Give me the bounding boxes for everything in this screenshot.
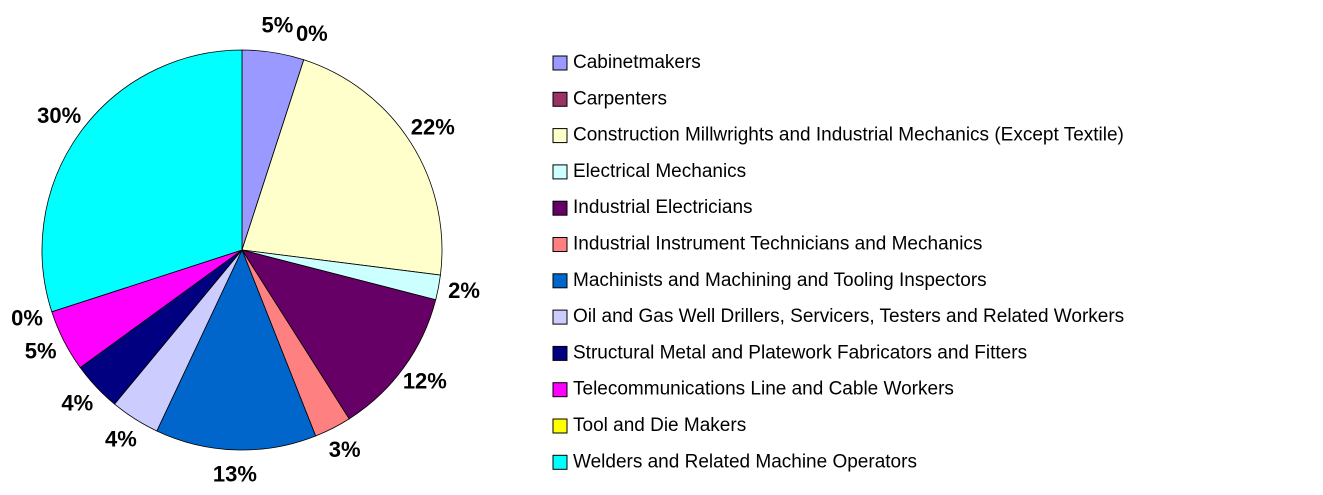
legend-label: Telecommunications Line and Cable Worker…	[573, 379, 954, 400]
data-label: 30%	[37, 103, 81, 128]
data-label: 5%	[261, 13, 293, 38]
legend-label: Cabinetmakers	[573, 52, 701, 73]
legend-label: Structural Metal and Platework Fabricato…	[573, 342, 1027, 363]
legend-label: Welders and Related Machine Operators	[573, 451, 917, 472]
pie-slice	[41, 49, 243, 313]
data-label: 13%	[213, 462, 257, 487]
legend-label: Tool and Die Makers	[573, 415, 746, 436]
data-label: 3%	[329, 437, 361, 462]
pie-slice	[241, 59, 443, 276]
legend-swatch	[552, 273, 568, 289]
pie-slice	[241, 249, 437, 420]
legend-label: Oil and Gas Well Drillers, Servicers, Te…	[573, 306, 1124, 327]
data-label: 0%	[11, 306, 43, 331]
legend-label: Industrial Electricians	[573, 197, 753, 218]
legend-swatch	[552, 55, 568, 71]
legend-swatch	[552, 382, 568, 398]
legend-label: Construction Millwrights and Industrial …	[573, 125, 1124, 146]
legend-swatch	[552, 309, 568, 325]
data-label: 4%	[105, 427, 137, 452]
data-label: 2%	[448, 278, 480, 303]
legend-label: Industrial Instrument Technicians and Me…	[573, 234, 982, 255]
data-label: 0%	[296, 21, 328, 46]
data-label: 12%	[403, 369, 447, 394]
pie-slice	[156, 248, 317, 451]
legend-swatch	[552, 164, 568, 180]
legend-label: Electrical Mechanics	[573, 161, 746, 182]
legend-swatch	[552, 91, 568, 107]
legend-swatch	[552, 418, 568, 434]
legend-swatch	[552, 200, 568, 216]
legend-swatch	[552, 454, 568, 470]
legend-swatch	[552, 237, 568, 252]
legend-label: Carpenters	[573, 88, 667, 109]
legend-swatch	[552, 128, 568, 144]
legend-label: Machinists and Machining and Tooling Ins…	[573, 270, 987, 291]
data-label: 5%	[25, 338, 57, 363]
data-label: 22%	[411, 115, 455, 140]
legend-swatch	[552, 345, 568, 361]
data-label: 4%	[61, 391, 93, 416]
